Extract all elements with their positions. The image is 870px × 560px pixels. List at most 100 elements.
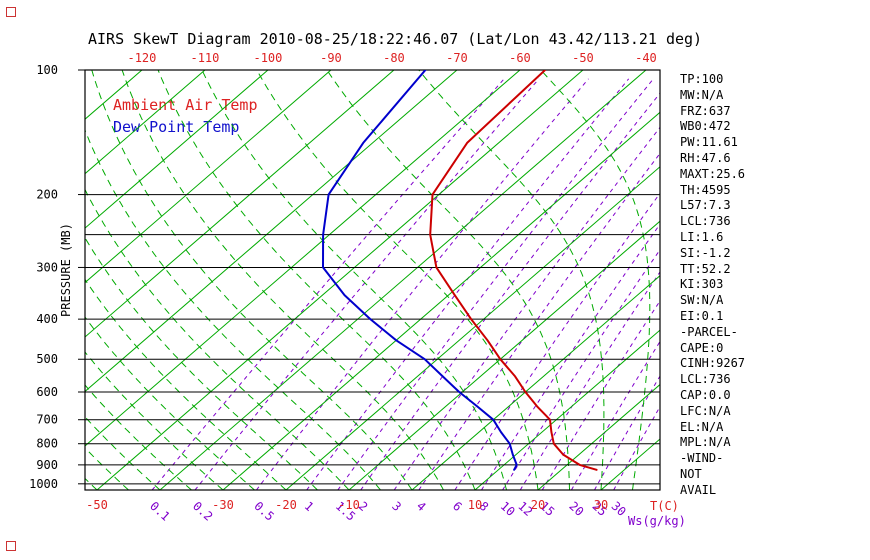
stat-line: EL:N/A bbox=[680, 419, 724, 434]
moist-adiabat-line bbox=[201, 70, 507, 490]
sounding-profiles bbox=[322, 70, 598, 471]
moist-adiabat-line bbox=[85, 447, 129, 490]
moist-adiabat-line bbox=[0, 70, 3, 490]
mixing-ratio-tick-label: 20 bbox=[566, 499, 586, 519]
mixing-ratio-line bbox=[151, 78, 505, 490]
stat-line: MPL:N/A bbox=[680, 435, 731, 450]
stat-line: AVAIL bbox=[680, 482, 717, 497]
stat-line: TT:52.2 bbox=[680, 261, 731, 276]
mixing-ratio-line bbox=[337, 78, 654, 490]
dewpoint-curve bbox=[322, 70, 518, 471]
isotherm-line bbox=[85, 70, 521, 447]
stat-line: KI:303 bbox=[680, 277, 724, 292]
moist-adiabat-line bbox=[91, 70, 413, 490]
moist-adiabat-line bbox=[85, 236, 318, 490]
bottom-temp-tick-label: 10 bbox=[468, 498, 482, 512]
stat-line: -WIND- bbox=[680, 451, 724, 466]
pressure-tick-label: 400 bbox=[36, 312, 58, 326]
moist-adiabat-line bbox=[540, 70, 651, 490]
chart-title: AIRS SkewT Diagram 2010-08-25/18:22:46.0… bbox=[88, 30, 703, 48]
moist-adiabat-line bbox=[85, 316, 255, 490]
pressure-tick-label: 600 bbox=[36, 385, 58, 399]
pressure-tick-label: 1000 bbox=[29, 477, 58, 491]
temp-axis-unit-label: T(C) bbox=[650, 499, 679, 513]
moist-adiabat-line bbox=[121, 70, 444, 490]
mixing-ratio-lines bbox=[151, 78, 660, 490]
moist-adiabat-line bbox=[326, 70, 570, 490]
bottom-temp-tick-label: 20 bbox=[531, 498, 545, 512]
pressure-tick-label: 200 bbox=[36, 188, 58, 202]
bottom-temp-tick-label: -50 bbox=[86, 498, 108, 512]
isotherm-line bbox=[0, 70, 79, 490]
mixing-ratio-line bbox=[454, 192, 660, 490]
bottom-temp-tick-label: 30 bbox=[594, 498, 608, 512]
mixing-ratio-line bbox=[594, 375, 660, 490]
broken-image-icon bbox=[6, 541, 16, 551]
stat-line: PW:11.61 bbox=[680, 135, 738, 150]
mixing-ratio-line bbox=[418, 152, 660, 490]
isotherm-line bbox=[474, 329, 660, 490]
stat-line: CAPE:0 bbox=[680, 340, 724, 355]
stat-line: L57:7.3 bbox=[680, 198, 731, 213]
pressure-tick-label: 100 bbox=[36, 63, 58, 77]
top-temp-tick-label: -100 bbox=[253, 51, 282, 65]
moist-adiabat-line bbox=[418, 70, 605, 490]
stat-line: EI:0.1 bbox=[680, 308, 724, 323]
moist-adiabat-line bbox=[85, 416, 161, 490]
stat-line: LFC:N/A bbox=[680, 403, 731, 418]
moist-adiabat-line bbox=[85, 128, 381, 490]
mixing-ratio-line bbox=[194, 78, 540, 490]
mixing-ratio-tick-label: 0.1 bbox=[147, 499, 172, 524]
stat-line: SW:N/A bbox=[680, 293, 724, 308]
stats-panel: TP:100 MW:N/A FRZ:637 WB0:472 PW:11.61 RH:47.… bbox=[680, 72, 745, 499]
bottom-temp-tick-label: -20 bbox=[275, 498, 297, 512]
moist-adiabat-line bbox=[85, 278, 287, 490]
pressure-tick-label: 500 bbox=[36, 352, 58, 366]
legend-ambient-air-temp: Ambient Air Temp bbox=[113, 96, 258, 114]
isotherm-line bbox=[159, 70, 647, 490]
mixing-ratio-tick-label: 1 bbox=[302, 499, 317, 514]
isobar-lines bbox=[85, 194, 660, 485]
stat-line: MAXT:25.6 bbox=[680, 166, 746, 181]
stat-line: LCL:736 bbox=[680, 214, 731, 229]
isotherm-line bbox=[222, 111, 660, 490]
mixing-ratio-tick-label: 0.5 bbox=[251, 499, 276, 524]
pressure-tick-label: 900 bbox=[36, 458, 58, 472]
moist-adiabat-line bbox=[157, 70, 476, 490]
stat-line: TH:4595 bbox=[680, 182, 731, 197]
mixing-ratio-line bbox=[519, 271, 660, 490]
bottom-temp-tick-label: -30 bbox=[212, 498, 234, 512]
isotherm-line bbox=[85, 70, 332, 284]
moist-adiabat-line bbox=[85, 384, 192, 490]
moist-adiabat-line bbox=[0, 70, 66, 490]
moist-adiabat-line bbox=[85, 351, 224, 490]
mixing-ratio-axis-unit-label: Ws(g/kg) bbox=[628, 514, 686, 528]
plot-border bbox=[84, 69, 661, 491]
isotherm-line bbox=[85, 70, 143, 120]
top-temp-tick-label: -120 bbox=[127, 51, 156, 65]
mixing-ratio-line bbox=[502, 248, 660, 490]
stat-line: FRZ:637 bbox=[680, 103, 731, 118]
top-temp-tick-label: -40 bbox=[635, 51, 657, 65]
mixing-ratio-line bbox=[306, 78, 630, 490]
mixing-ratio-tick-label: 30 bbox=[609, 499, 629, 519]
temperature-curve bbox=[429, 70, 598, 471]
top-temp-tick-label: -90 bbox=[320, 51, 342, 65]
mixing-ratio-line bbox=[481, 223, 660, 490]
top-temp-tick-label: -110 bbox=[190, 51, 219, 65]
top-temp-tick-label: -70 bbox=[446, 51, 468, 65]
mixing-ratio-line bbox=[570, 340, 660, 490]
stat-line: TP:100 bbox=[680, 72, 724, 86]
isotherm-line bbox=[85, 70, 206, 175]
moist-adiabat-line bbox=[256, 70, 539, 490]
moist-adiabat-line bbox=[85, 477, 98, 490]
stat-line: RH:47.6 bbox=[680, 150, 731, 165]
plot-frame bbox=[78, 69, 661, 491]
broken-image-icon bbox=[6, 7, 16, 17]
stat-line: MW:N/A bbox=[680, 87, 724, 102]
stat-line: WB0:472 bbox=[680, 119, 731, 134]
mixing-ratio-tick-label: 4 bbox=[414, 499, 429, 514]
bottom-temp-tick-label: -10 bbox=[338, 498, 360, 512]
